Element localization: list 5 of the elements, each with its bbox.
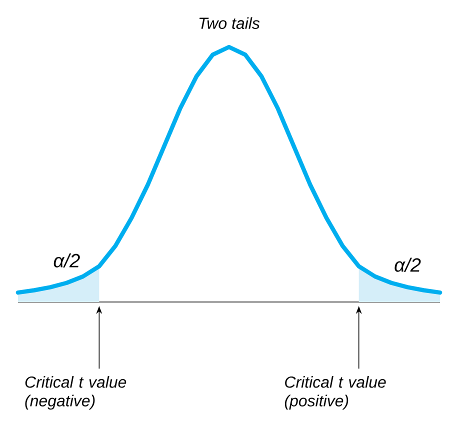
chart-title: Two tails: [199, 17, 260, 29]
text: Critical t value (positive): [284, 376, 386, 410]
text: Critical t value (negative): [25, 376, 126, 410]
annotation: α/2: [54, 253, 80, 268]
annotation: α/2: [394, 258, 421, 272]
